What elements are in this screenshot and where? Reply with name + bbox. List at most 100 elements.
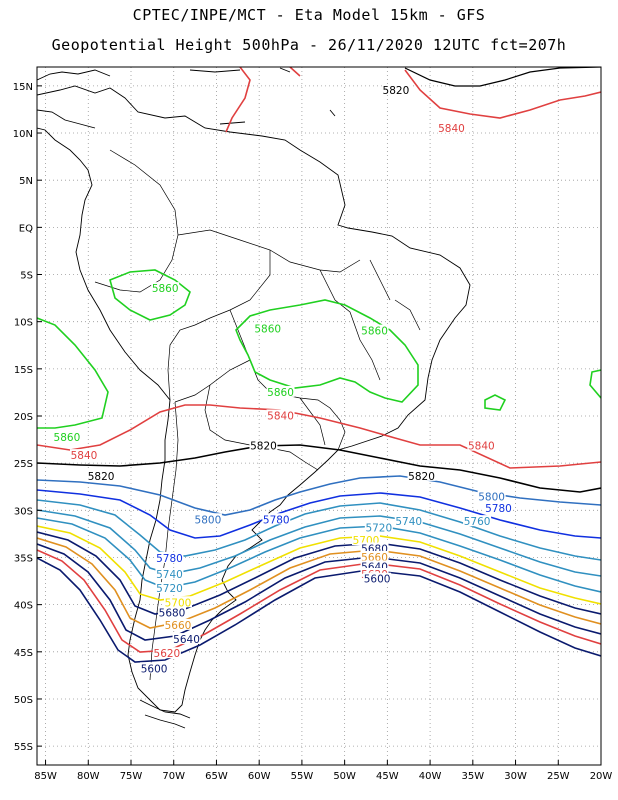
contour-label-background xyxy=(266,409,295,421)
lat-tick-label: 25S xyxy=(14,459,33,470)
contour-label: 5820 xyxy=(383,85,410,97)
contour-labels: 5820 5840 5860 5860 5860 5860 5860 5840 5840 5840… xyxy=(52,84,513,675)
contour-label-background xyxy=(164,596,192,608)
lat-tick-label: 5S xyxy=(20,271,33,282)
lon-tick-label: 55W xyxy=(291,771,314,782)
country-borders xyxy=(94,149,421,681)
contour-label: 5740 xyxy=(156,569,183,581)
contour-5840 xyxy=(37,404,601,469)
lon-tick-label: 70W xyxy=(162,771,185,782)
contour-label-background xyxy=(360,542,389,554)
south-america-coastline xyxy=(37,85,471,713)
contour-lines xyxy=(37,67,601,663)
contour-label: 5620 xyxy=(154,648,181,660)
contour-label: 5760 xyxy=(464,516,491,528)
contour-label-background xyxy=(249,439,278,451)
contour-label-background xyxy=(437,121,466,133)
contour-5840-north xyxy=(225,67,601,133)
contour-5860-western xyxy=(37,317,109,429)
contour-5740 xyxy=(37,509,601,577)
contour-label-background xyxy=(253,322,282,334)
contour-label-background xyxy=(360,550,389,562)
coastlines xyxy=(37,67,471,729)
lon-tick-label: 75W xyxy=(120,771,143,782)
lat-tick-label: 10N xyxy=(13,129,33,140)
contour-label: 5840 xyxy=(267,411,294,423)
contour-5680 xyxy=(37,531,601,615)
contour-label: 5720 xyxy=(365,523,392,535)
map-title: CPTEC/INPE/MCT - Eta Model 15km - GFS xyxy=(132,6,486,24)
contour-label: 5780 xyxy=(156,553,183,565)
contour-label-background xyxy=(463,515,492,527)
lat-tick-label: EQ xyxy=(19,223,33,234)
contour-label-background xyxy=(381,84,410,96)
contour-label-background xyxy=(158,606,187,618)
contour-label-background xyxy=(262,513,291,525)
lat-tick-label: 15S xyxy=(14,365,33,376)
lon-tick-label: 30W xyxy=(504,771,527,782)
lon-tick-label: 35W xyxy=(462,771,485,782)
contour-label-background xyxy=(52,431,81,443)
lon-tick-label: 25W xyxy=(547,771,570,782)
contour-label: 5860 xyxy=(254,324,281,336)
lat-tick-label: 50S xyxy=(14,695,33,706)
contour-label: 5860 xyxy=(361,326,388,338)
contour-label-background xyxy=(164,618,192,630)
contour-label: 5840 xyxy=(468,441,495,453)
contour-label-background xyxy=(152,647,181,659)
contour-label: 5840 xyxy=(71,450,98,462)
contour-5820-north xyxy=(404,67,601,87)
contour-label: 5800 xyxy=(195,514,222,526)
contour-label: 5740 xyxy=(395,516,422,528)
lat-tick-label: 5N xyxy=(19,176,33,187)
lat-tick-label: 15N xyxy=(13,82,33,93)
contour-label-background xyxy=(155,551,184,563)
contour-label: 5600 xyxy=(141,663,168,675)
contour-label-background xyxy=(140,662,169,674)
contour-5720 xyxy=(37,517,601,593)
contour-label-background xyxy=(87,469,116,481)
contour-label: 5600 xyxy=(364,574,391,586)
contour-5860-amazon xyxy=(109,269,191,321)
contour-label-background xyxy=(467,439,496,451)
contour-5780 xyxy=(37,489,601,539)
lon-tick-label: 45W xyxy=(376,771,399,782)
contour-label: 5780 xyxy=(263,514,290,526)
contour-label: 5820 xyxy=(408,471,435,483)
map-frame xyxy=(36,66,602,766)
lon-tick-label: 20W xyxy=(590,771,613,782)
contour-5600 xyxy=(37,557,601,663)
contour-label-background xyxy=(155,582,184,594)
axis-labels: 15N 10N 5N EQ 5S 10S 15S 20S 25S 30S 35S 40S 45S 50S 5… xyxy=(13,82,613,782)
contour-label: 5660 xyxy=(165,620,192,632)
map-subtitle: Geopotential Height 500hPa - 26/11/2020 … xyxy=(51,36,567,54)
contour-5640 xyxy=(37,543,601,641)
contour-5700 xyxy=(37,525,601,605)
contour-label: 5860 xyxy=(54,432,81,444)
lat-tick-label: 40S xyxy=(14,601,33,612)
lon-tick-label: 50W xyxy=(333,771,356,782)
contour-5860-brazil xyxy=(235,299,419,403)
grid-lines xyxy=(37,67,602,765)
contour-label-background xyxy=(70,449,98,461)
contour-label-background xyxy=(407,469,436,481)
contour-label-background xyxy=(266,385,295,397)
contour-label-background xyxy=(477,490,506,502)
lon-tick-label: 60W xyxy=(248,771,271,782)
lat-tick-label: 20S xyxy=(14,412,33,423)
contour-label-background xyxy=(151,282,180,294)
lat-tick-label: 55S xyxy=(14,742,33,753)
contour-label: 5840 xyxy=(438,123,465,135)
contour-label-background xyxy=(363,572,392,584)
lon-tick-label: 80W xyxy=(77,771,100,782)
contour-label: 5680 xyxy=(159,608,186,620)
contour-5620 xyxy=(37,549,601,653)
contour-label: 5720 xyxy=(156,583,183,595)
contour-label-background xyxy=(364,521,393,533)
lon-tick-label: 65W xyxy=(205,771,228,782)
contour-5660 xyxy=(37,537,601,629)
contour-5860-east xyxy=(484,369,601,411)
lon-tick-label: 85W xyxy=(34,771,57,782)
caribbean-islands xyxy=(189,67,336,125)
